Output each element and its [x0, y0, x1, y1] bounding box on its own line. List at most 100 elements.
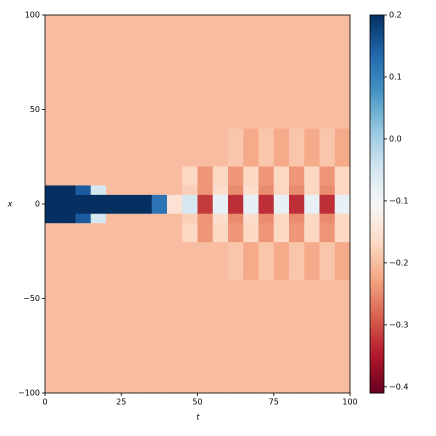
cell: [167, 279, 183, 394]
cell: [151, 241, 168, 280]
cell: [182, 222, 198, 243]
colorbar-step: [370, 30, 384, 35]
cell: [90, 279, 107, 394]
colorbar-tick-label: −0.2: [389, 258, 408, 267]
colorbar-step: [370, 386, 384, 391]
cell: [289, 222, 305, 243]
colorbar-step: [370, 49, 384, 54]
colorbar-step: [370, 333, 384, 337]
cell: [106, 15, 122, 129]
colorbar-step: [370, 185, 384, 189]
colorbar-tick-label: 0.2: [389, 11, 402, 20]
cell: [212, 204, 229, 214]
cell: [151, 15, 168, 129]
colorbar-step: [370, 254, 384, 259]
colorbar-step: [370, 374, 384, 378]
cell: [106, 241, 122, 280]
cell: [243, 241, 259, 280]
cell: [45, 128, 61, 167]
colorbar-step: [370, 147, 384, 151]
cell: [45, 194, 61, 205]
colorbar-step: [370, 115, 384, 120]
colorbar-frame: [369, 14, 385, 394]
cell: [228, 279, 244, 394]
colorbar-step: [370, 355, 384, 359]
colorbar-step: [370, 153, 384, 158]
cell: [258, 213, 275, 224]
cell: [304, 279, 320, 394]
cell: [60, 241, 76, 280]
colorbar-step: [370, 216, 384, 221]
colorbar-step: [370, 229, 384, 233]
cell: [90, 128, 107, 167]
colorbar-step: [370, 103, 384, 107]
cell: [75, 222, 92, 243]
cell: [273, 213, 290, 224]
colorbar-step: [370, 84, 384, 88]
cell: [319, 194, 336, 205]
cell: [197, 166, 214, 186]
colorbar-step: [370, 21, 384, 25]
cell: [75, 241, 92, 280]
cell: [90, 194, 107, 205]
cell: [45, 279, 61, 394]
y-tick-label: −50: [23, 294, 40, 303]
cell: [334, 213, 351, 224]
cell: [136, 194, 153, 205]
cell: [151, 204, 168, 214]
colorbar-step: [370, 289, 384, 293]
cell: [197, 15, 214, 129]
colorbar-step: [370, 279, 384, 284]
colorbar-step: [370, 207, 384, 211]
cell: [90, 222, 107, 243]
cell: [258, 166, 275, 186]
colorbar-step: [370, 141, 384, 145]
cell: [45, 15, 61, 129]
cell: [334, 204, 351, 214]
x-axis-label: t: [196, 413, 200, 422]
cell: [60, 194, 76, 205]
colorbar-step: [370, 383, 384, 388]
cell: [182, 15, 198, 129]
cell: [106, 222, 122, 243]
cell: [197, 222, 214, 243]
colorbar-step: [370, 267, 384, 271]
cell: [60, 204, 76, 214]
cell: [273, 222, 290, 243]
cell: [121, 185, 137, 195]
cell: [121, 194, 137, 205]
cell: [228, 213, 244, 224]
x-tick-label: 50: [192, 398, 202, 407]
cell: [121, 204, 137, 214]
cell: [167, 15, 183, 129]
cell: [167, 204, 183, 214]
cell: [212, 185, 229, 195]
colorbar-tick-label: −0.1: [389, 196, 408, 205]
colorbar-step: [370, 40, 384, 44]
colorbar-step: [370, 276, 384, 281]
cell: [228, 194, 244, 205]
cell: [167, 166, 183, 186]
cell: [243, 15, 259, 129]
cell: [167, 194, 183, 205]
cell: [136, 15, 153, 129]
colorbar-tick-label: −0.4: [389, 382, 408, 391]
cell: [319, 185, 336, 195]
cell: [75, 166, 92, 186]
cell: [212, 279, 229, 394]
cell: [45, 204, 61, 214]
colorbar-step: [370, 62, 384, 66]
cell: [197, 204, 214, 214]
colorbar-step: [370, 238, 384, 243]
colorbar-step: [370, 144, 384, 148]
colorbar-step: [370, 285, 384, 290]
colorbar-tick-label: 0.0: [389, 134, 402, 143]
cell: [319, 222, 336, 243]
cell: [90, 204, 107, 214]
cell: [319, 128, 336, 167]
cell: [60, 15, 76, 129]
colorbar-step: [370, 311, 384, 315]
colorbar-step: [370, 163, 384, 167]
colorbar-step: [370, 248, 384, 252]
cell: [304, 213, 320, 224]
